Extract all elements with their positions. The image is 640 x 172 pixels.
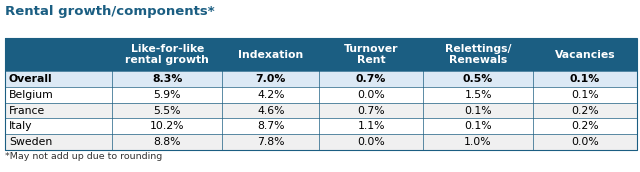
Text: Indexation: Indexation	[238, 50, 303, 60]
Bar	[533, 134, 637, 150]
Text: 4.2%: 4.2%	[257, 90, 285, 100]
Text: 0.7%: 0.7%	[356, 74, 387, 84]
Bar	[533, 118, 637, 134]
Bar	[533, 71, 637, 87]
Bar	[223, 118, 319, 134]
Bar	[112, 38, 223, 71]
Text: 0.0%: 0.0%	[571, 137, 599, 147]
Text: 8.3%: 8.3%	[152, 74, 182, 84]
Text: 0.0%: 0.0%	[357, 137, 385, 147]
Text: Turnover
Rent: Turnover Rent	[344, 44, 398, 65]
Text: Relettings/
Renewals: Relettings/ Renewals	[445, 44, 511, 65]
Bar	[112, 71, 223, 87]
Text: Sweden: Sweden	[9, 137, 52, 147]
Text: 0.2%: 0.2%	[571, 105, 599, 116]
Text: 0.5%: 0.5%	[463, 74, 493, 84]
Bar	[5, 38, 637, 150]
Bar	[223, 87, 319, 103]
Text: 0.1%: 0.1%	[464, 105, 492, 116]
Bar	[5, 134, 112, 150]
Text: 0.2%: 0.2%	[571, 121, 599, 131]
Bar	[423, 71, 533, 87]
Bar	[5, 71, 112, 87]
Bar	[533, 38, 637, 71]
Text: 5.9%: 5.9%	[154, 90, 181, 100]
Bar	[112, 87, 223, 103]
Text: 1.5%: 1.5%	[464, 90, 492, 100]
Text: Like-for-like
rental growth: Like-for-like rental growth	[125, 44, 209, 65]
Text: Rental growth/components*: Rental growth/components*	[5, 5, 215, 18]
Bar	[319, 71, 423, 87]
Bar	[223, 134, 319, 150]
Bar	[423, 87, 533, 103]
Text: Vacancies: Vacancies	[555, 50, 615, 60]
Bar	[5, 38, 112, 71]
Text: Belgium: Belgium	[9, 90, 54, 100]
Bar	[5, 87, 112, 103]
Bar	[423, 38, 533, 71]
Text: 4.6%: 4.6%	[257, 105, 285, 116]
Bar	[223, 103, 319, 118]
Text: 1.0%: 1.0%	[464, 137, 492, 147]
Text: 0.1%: 0.1%	[464, 121, 492, 131]
Text: Overall: Overall	[9, 74, 52, 84]
Text: 7.8%: 7.8%	[257, 137, 285, 147]
Text: 0.0%: 0.0%	[357, 90, 385, 100]
Text: 1.1%: 1.1%	[357, 121, 385, 131]
Text: 7.0%: 7.0%	[255, 74, 286, 84]
Text: *May not add up due to rounding: *May not add up due to rounding	[5, 152, 163, 161]
Bar	[319, 118, 423, 134]
Bar	[423, 103, 533, 118]
Text: 0.1%: 0.1%	[570, 74, 600, 84]
Bar	[319, 134, 423, 150]
Bar	[319, 103, 423, 118]
Bar	[112, 103, 223, 118]
Bar	[423, 134, 533, 150]
Bar	[112, 118, 223, 134]
Bar	[5, 118, 112, 134]
Text: 10.2%: 10.2%	[150, 121, 184, 131]
Bar	[533, 87, 637, 103]
Bar	[112, 134, 223, 150]
Bar	[423, 118, 533, 134]
Text: 5.5%: 5.5%	[154, 105, 181, 116]
Text: 0.7%: 0.7%	[357, 105, 385, 116]
Bar	[533, 103, 637, 118]
Bar	[223, 38, 319, 71]
Bar	[319, 87, 423, 103]
Text: Italy: Italy	[9, 121, 33, 131]
Text: 8.8%: 8.8%	[154, 137, 181, 147]
Text: 8.7%: 8.7%	[257, 121, 285, 131]
Bar	[319, 38, 423, 71]
Bar	[223, 71, 319, 87]
Text: France: France	[9, 105, 45, 116]
Text: 0.1%: 0.1%	[571, 90, 599, 100]
Bar	[5, 103, 112, 118]
